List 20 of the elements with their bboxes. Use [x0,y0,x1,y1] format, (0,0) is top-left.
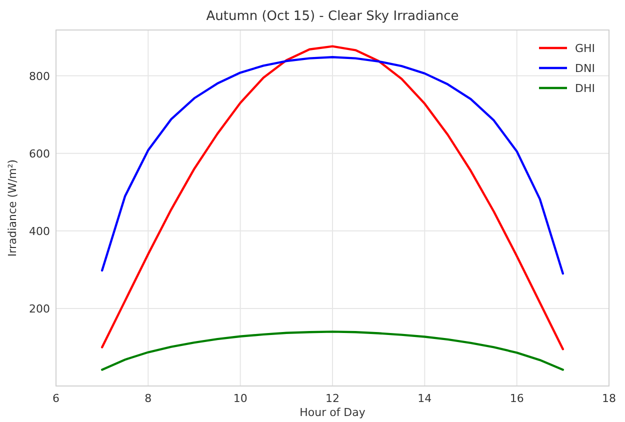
x-tick-label: 8 [144,392,152,405]
x-tick-label: 18 [602,392,616,405]
x-tick-label: 6 [52,392,60,405]
legend-label: GHI [575,42,596,55]
x-tick-label: 12 [326,392,340,405]
x-tick-label: 16 [510,392,524,405]
x-tick-label: 10 [233,392,248,405]
x-axis-title: Hour of Day [300,406,366,419]
legend-label: DNI [575,62,595,75]
y-tick-label: 400 [29,224,50,238]
y-tick-label: 800 [29,70,50,83]
y-axis-title: Irradiance (W/m²) [6,159,19,257]
line-series [100,56,564,275]
y-tick-label: 600 [29,147,50,160]
x-tick-label: 14 [418,392,432,405]
y-tick-label: 200 [29,302,50,316]
line-series [100,45,564,350]
chart-title: Autumn (Oct 15) - Clear Sky Irradiance [206,9,459,24]
legend-label: DHI [575,82,595,95]
line-series [100,330,564,371]
